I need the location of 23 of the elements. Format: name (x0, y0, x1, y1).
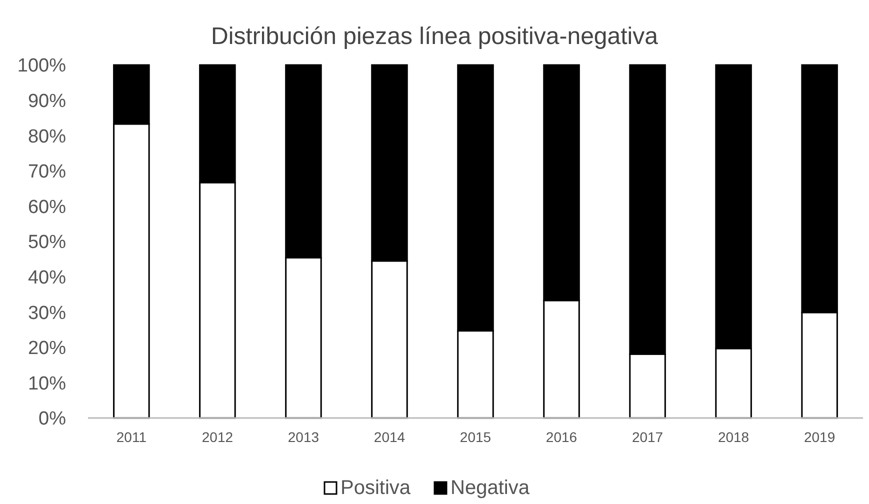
y-tick-label: 0% (38, 408, 66, 430)
x-tick-label: 2014 (374, 429, 406, 445)
y-tick-label: 40% (28, 267, 66, 288)
y-tick-label: 20% (28, 338, 66, 360)
x-tick-label: 2016 (546, 429, 578, 445)
x-tick-label: 2018 (718, 429, 750, 445)
y-tick-label: 100% (17, 56, 66, 77)
x-tick-label: 2013 (288, 429, 320, 445)
legend-label: Negativa (450, 477, 530, 499)
y-tick-label: 80% (28, 126, 66, 148)
legend-label: Positiva (340, 477, 412, 499)
x-tick-label: 2012 (202, 429, 234, 445)
y-tick-label: 10% (28, 373, 66, 394)
y-tick-label: 90% (28, 90, 66, 112)
y-tick-label: 60% (28, 196, 66, 218)
chart-title: Distribución piezas línea positiva-negativa (211, 23, 659, 50)
y-tick-label: 30% (28, 302, 66, 324)
y-tick-label: 50% (28, 232, 66, 254)
y-tick-label: 70% (28, 162, 66, 183)
x-tick-label: 2019 (804, 429, 836, 445)
x-tick-label: 2015 (460, 429, 492, 445)
x-tick-label: 2017 (632, 429, 664, 445)
x-tick-label: 2011 (116, 429, 147, 445)
